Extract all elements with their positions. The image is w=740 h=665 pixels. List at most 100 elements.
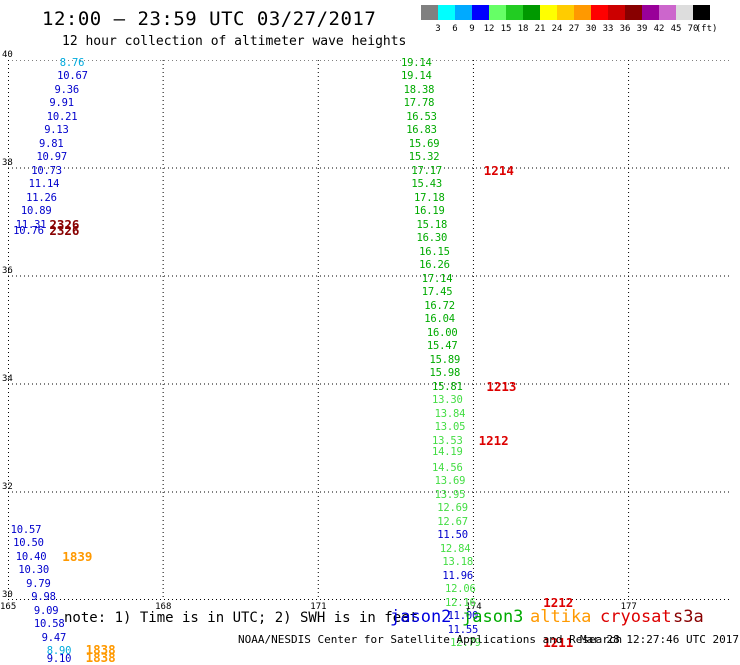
wave-height-label: 15.32 [408, 151, 440, 164]
legend-swatch [540, 5, 557, 20]
legend-swatch [455, 5, 472, 20]
pass-time-label: 1212 [543, 594, 574, 610]
wave-height-label: 19.14 [401, 70, 432, 83]
wave-height-label: 16.72 [424, 299, 455, 312]
legend-swatch [523, 5, 540, 20]
satellite-name: altika [530, 607, 592, 627]
wave-height-label: 12.69 [437, 502, 468, 515]
legend-swatch [506, 5, 523, 20]
pass-time-label: 2326 [49, 216, 80, 232]
pass-time-label: 1839 [62, 548, 93, 564]
wave-height-label: 12.79 [450, 637, 481, 650]
wave-height-label: 15.69 [408, 137, 440, 150]
wave-height-label: 14.56 [432, 461, 463, 474]
pass-time-label: 1212 [478, 432, 509, 448]
satellite-name: jason3 [462, 607, 524, 627]
legend-swatch [472, 5, 489, 20]
legend-tick: 6 [452, 24, 458, 34]
lat-tick-label: 38 [2, 158, 13, 168]
wave-height-label: 14.19 [432, 445, 463, 458]
legend-swatch [676, 5, 693, 20]
wave-height-label: 10.50 [13, 537, 44, 550]
wave-height-label: 9.36 [54, 83, 80, 96]
lon-tick-label: 168 [155, 602, 172, 612]
wave-height-label: 9.79 [26, 577, 51, 590]
legend-tick: 42 [653, 24, 665, 34]
legend-tick: 24 [551, 24, 563, 34]
pass-time-label: 2326 [49, 223, 80, 239]
wave-height-label: 10.57 [10, 523, 42, 536]
pass-time-label: 1838 [85, 649, 116, 665]
wave-height-label: 10.76 [13, 225, 44, 238]
wave-height-label: 9.91 [49, 97, 74, 110]
wave-height-label: 11.31 [15, 218, 47, 231]
wave-height-label: 13.30 [432, 394, 463, 407]
wave-height-label: 17.78 [403, 97, 435, 110]
wave-height-label: 9.09 [33, 604, 59, 617]
wave-height-label: 13.95 [434, 488, 466, 501]
wave-height-label: 9.10 [46, 653, 72, 665]
wave-height-label: 10.89 [20, 205, 52, 218]
lon-tick-label: 171 [310, 602, 327, 612]
legend-tick: 39 [636, 24, 648, 34]
legend-unit: (ft) [695, 24, 718, 34]
legend-tick: 36 [619, 24, 631, 34]
wave-height-label: 15.47 [426, 340, 458, 353]
wave-height-label: 11.50 [437, 529, 468, 542]
timestamp: Mar 28 12:27:46 UTC 2017 [580, 633, 739, 646]
wave-height-label: 17.18 [413, 191, 445, 204]
satellite-name: s3a [673, 607, 704, 627]
wave-height-label: 13.84 [434, 407, 466, 420]
wave-height-label: 16.00 [426, 326, 458, 339]
wave-height-label: 10.30 [18, 564, 49, 577]
page-title: 12:00 – 23:59 UTC 03/27/2017 [42, 8, 377, 30]
wave-height-label: 16.30 [416, 232, 448, 245]
credit-text: NOAA/NESDIS Center for Satellite Applica… [238, 633, 623, 646]
lon-tick-label: 165 [0, 602, 17, 612]
wave-height-label: 13.53 [432, 434, 463, 447]
legend-tick: 21 [534, 24, 546, 34]
wave-height-label: 10.21 [46, 110, 78, 123]
wave-height-label: 11.14 [28, 178, 60, 191]
wave-height-label: 12.06 [444, 583, 476, 596]
wave-height-label: 9.13 [44, 124, 69, 137]
wave-height-label: 13.69 [434, 475, 466, 488]
legend-tick: 27 [568, 24, 580, 34]
wave-height-label: 12.16 [444, 596, 476, 609]
legend-tick: 9 [469, 24, 475, 34]
wave-height-label: 17.45 [421, 286, 453, 299]
legend-swatch [642, 5, 659, 20]
wave-height-label: 10.67 [57, 70, 88, 83]
wave-height-label: 16.26 [419, 259, 450, 272]
map-grid [8, 60, 732, 600]
wave-height-label: 15.98 [429, 367, 461, 380]
legend-tick: 33 [602, 24, 614, 34]
lat-tick-label: 34 [2, 374, 13, 384]
wave-height-label: 18.38 [403, 83, 435, 96]
wave-height-label: 10.97 [36, 151, 68, 164]
pass-time-label: 1213 [486, 378, 517, 394]
lon-tick-label: 174 [465, 602, 482, 612]
lat-tick-label: 40 [2, 50, 13, 60]
legend-swatch [625, 5, 642, 20]
legend-tick: 30 [585, 24, 597, 34]
lat-tick-label: 36 [2, 266, 13, 276]
wave-height-label: 13.05 [434, 421, 466, 434]
wave-height-label: 12.84 [439, 542, 471, 555]
wave-height-label: 16.15 [419, 245, 450, 258]
legend-swatch [421, 5, 438, 20]
wave-height-label: 9.81 [39, 137, 64, 150]
wave-height-label: 8.76 [59, 56, 85, 69]
wave-height-label: 17.14 [421, 272, 453, 285]
legend-swatch [438, 5, 455, 20]
page-subtitle: 12 hour collection of altimeter wave hei… [62, 34, 407, 49]
legend-swatch [574, 5, 591, 20]
satellite-name: jason2 [390, 607, 452, 627]
legend-tick: 45 [670, 24, 682, 34]
lat-tick-label: 30 [2, 590, 13, 600]
legend-swatch [693, 5, 710, 20]
wave-height-label: 11.26 [26, 191, 57, 204]
wave-height-label: 15.81 [432, 380, 463, 393]
pass-time-label: 1214 [483, 162, 514, 178]
wave-height-label: 11.96 [442, 569, 473, 582]
